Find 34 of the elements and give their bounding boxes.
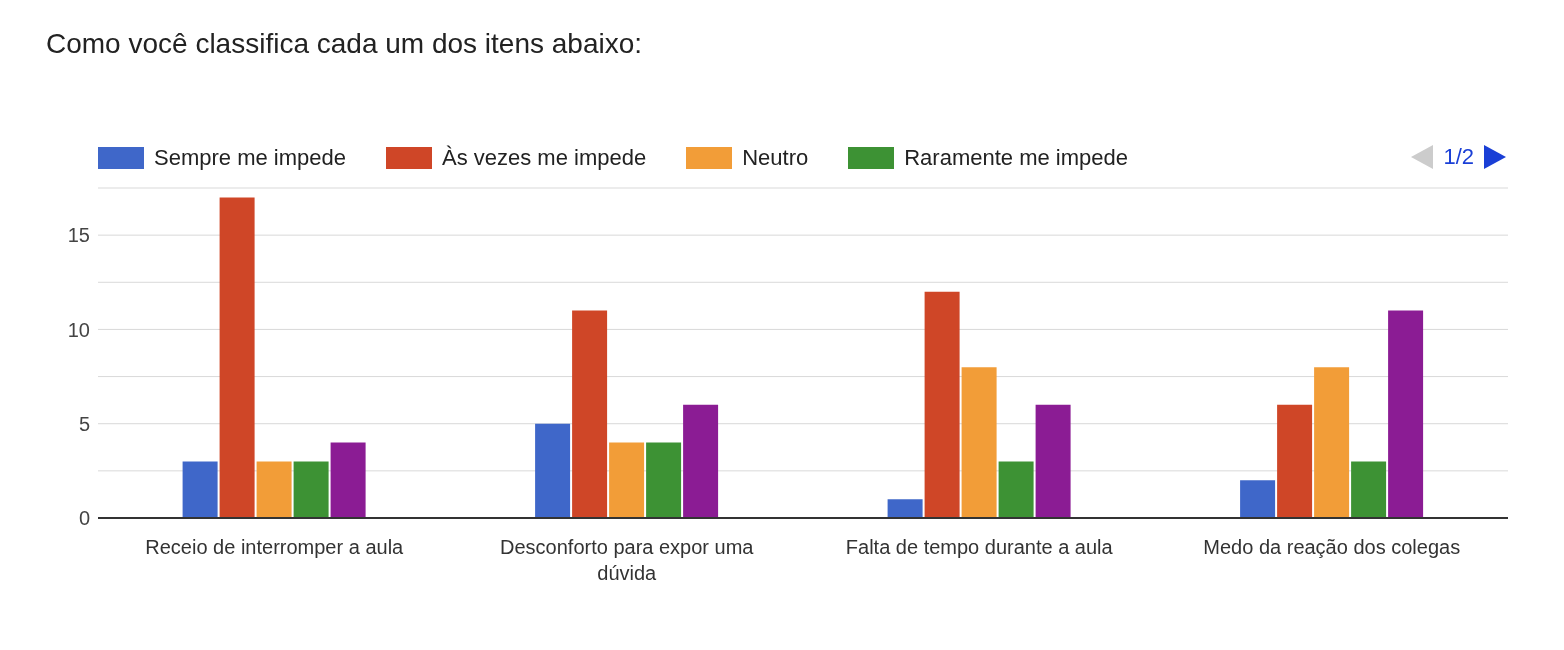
bar bbox=[1351, 461, 1387, 518]
bar bbox=[535, 423, 571, 518]
x-tick-label: Medo da reação dos colegas bbox=[1203, 536, 1461, 558]
bar bbox=[182, 461, 218, 518]
bar bbox=[1277, 404, 1313, 518]
chart-title: Como você classifica cada um dos itens abaixo: bbox=[45, 27, 644, 61]
bar bbox=[1314, 367, 1350, 518]
bar bbox=[293, 461, 329, 518]
bar bbox=[1035, 404, 1071, 518]
legend-label: Às vezes me impede bbox=[441, 145, 647, 171]
bar bbox=[683, 404, 719, 518]
x-tick-label: Desconforto para expor uma dúvida bbox=[500, 536, 755, 584]
bar bbox=[256, 461, 292, 518]
bar bbox=[924, 291, 960, 518]
bar bbox=[572, 310, 608, 518]
legend-label: Sempre me impede bbox=[154, 145, 346, 171]
x-tick-label: Falta de tempo durante a aula bbox=[845, 536, 1114, 558]
bar bbox=[1240, 480, 1276, 518]
text: 1/2 bbox=[1443, 144, 1474, 170]
y-tick-label: 5 bbox=[78, 412, 90, 435]
bar bbox=[1388, 310, 1424, 518]
y-tick-label: 10 bbox=[67, 318, 90, 341]
bar bbox=[219, 197, 255, 518]
bar bbox=[330, 442, 366, 518]
bar bbox=[887, 499, 923, 518]
legend-label: Raramente me impede bbox=[904, 145, 1129, 171]
bar bbox=[998, 461, 1034, 518]
bar bbox=[609, 442, 645, 518]
bar bbox=[646, 442, 682, 518]
y-tick-label: 0 bbox=[78, 507, 90, 530]
x-tick-label: Receio de interromper a aula bbox=[145, 536, 405, 558]
y-tick-label: 15 bbox=[67, 224, 90, 247]
legend-label: Neutro bbox=[742, 145, 809, 171]
bar bbox=[961, 367, 997, 518]
